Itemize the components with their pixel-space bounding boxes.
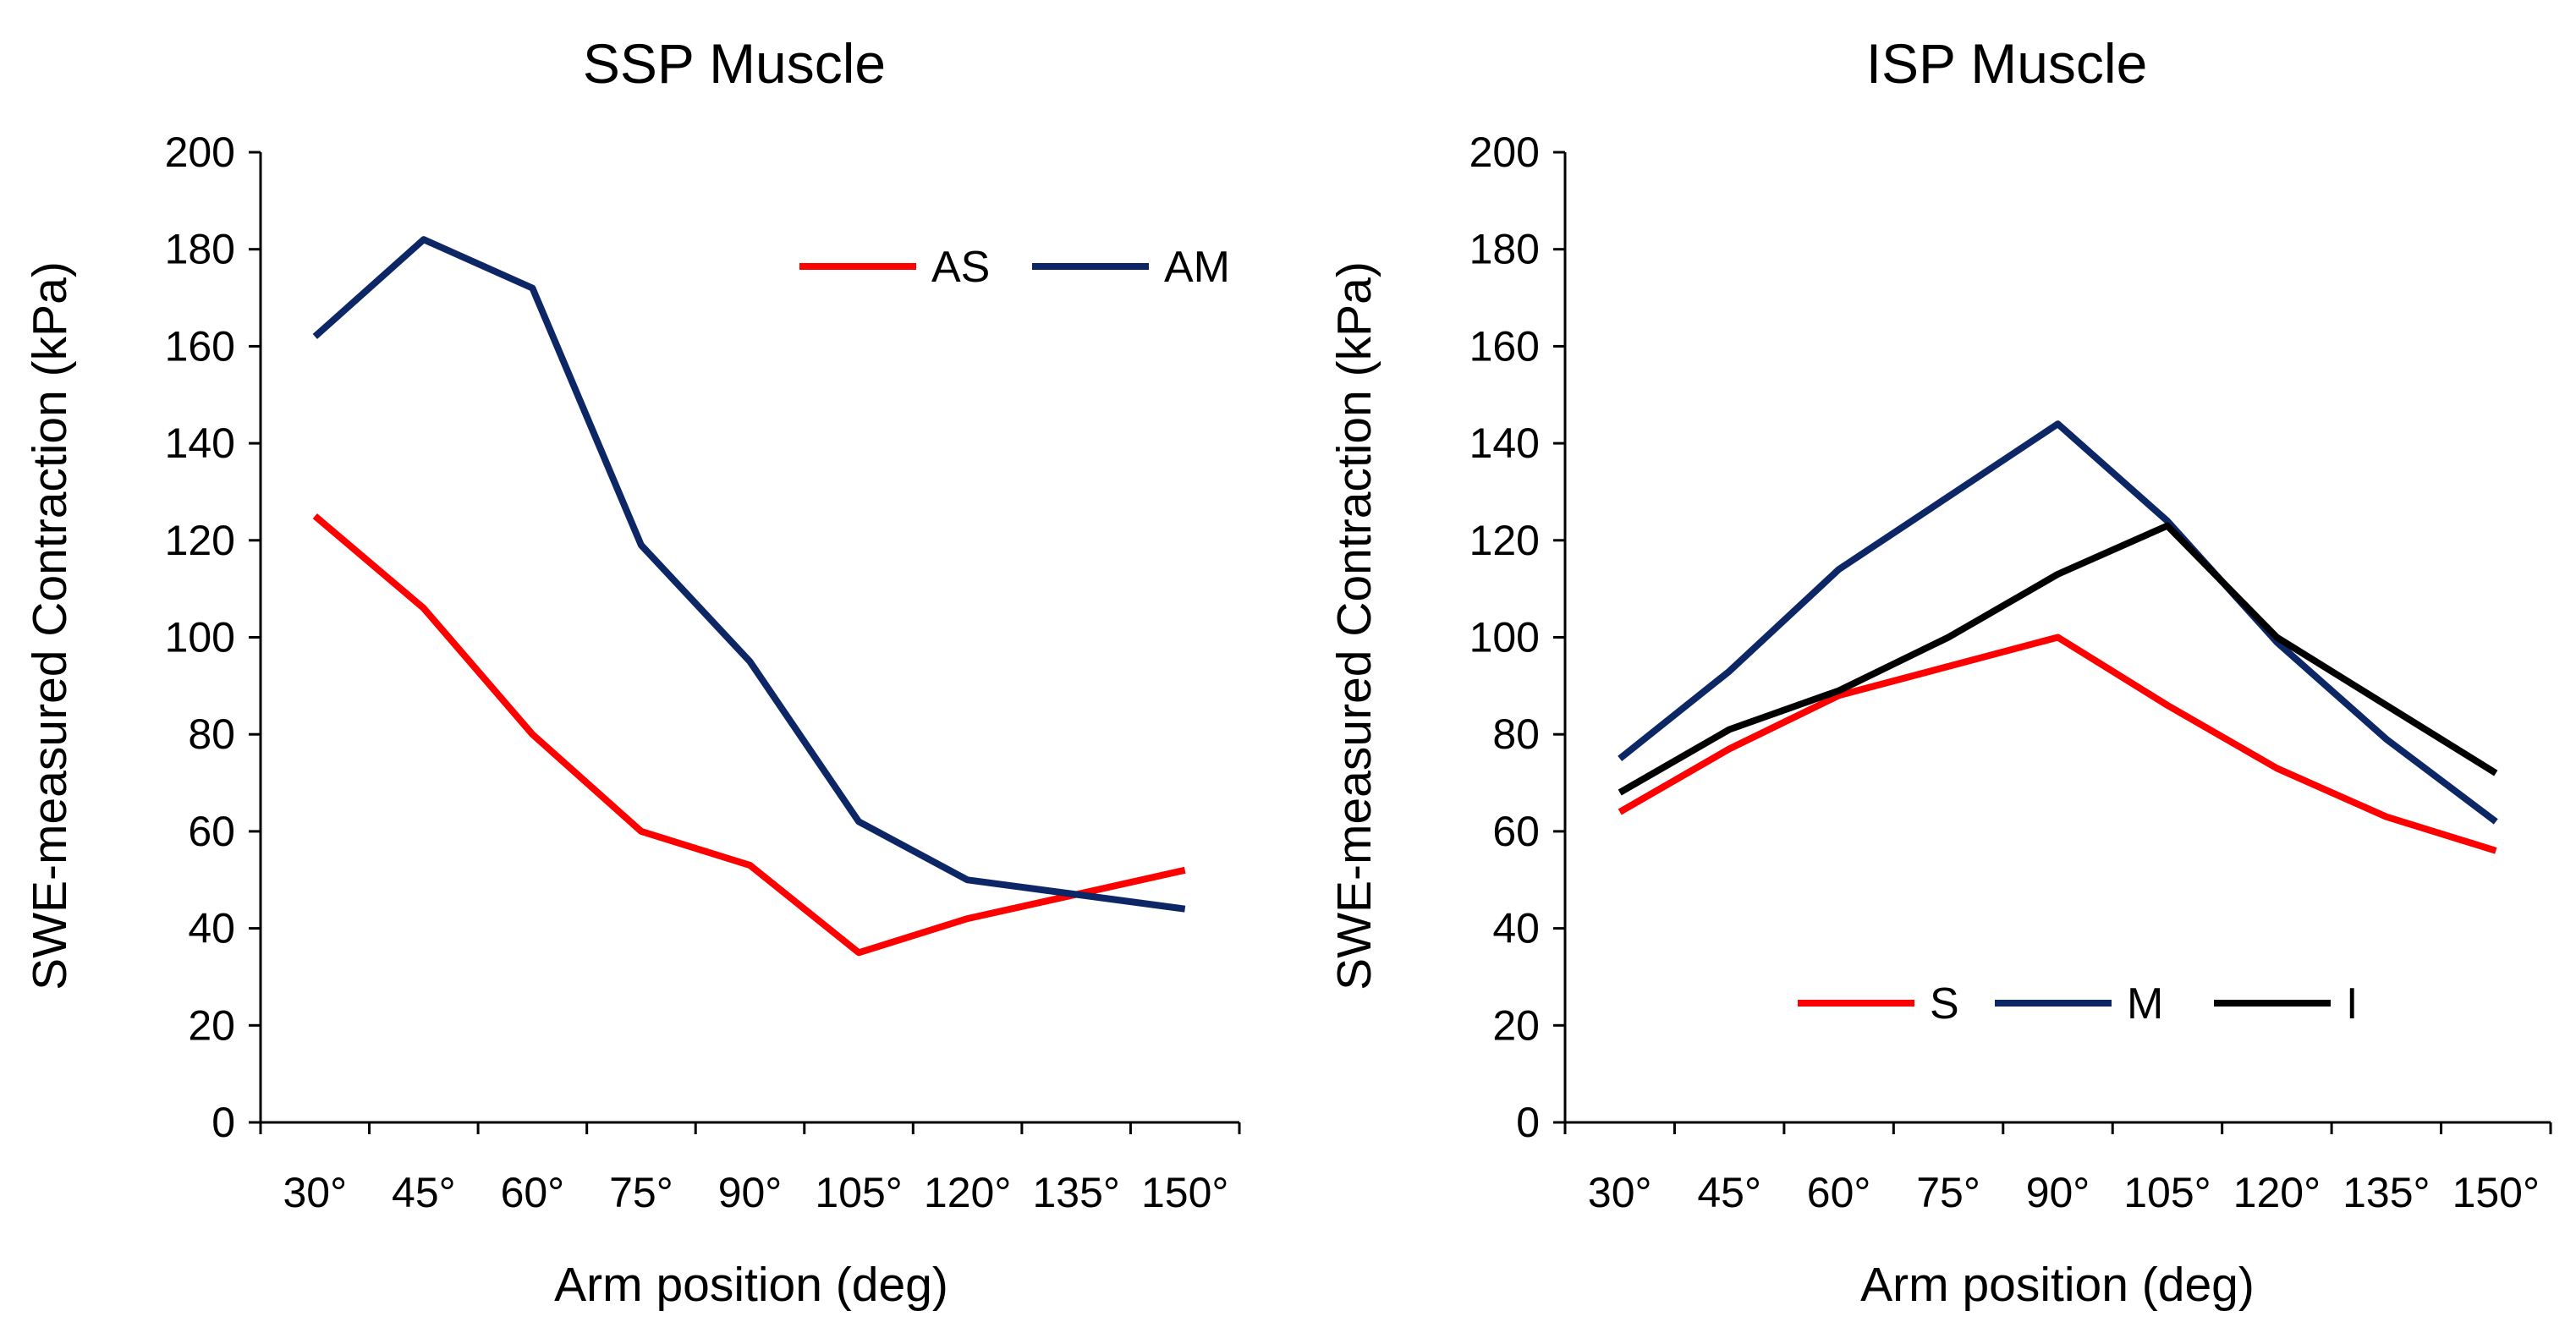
- x-tick-label: 60°: [1807, 1169, 1871, 1216]
- y-tick-label: 60: [1492, 808, 1540, 855]
- series-group: [312, 236, 1186, 957]
- y-tick-label: 100: [1469, 614, 1540, 661]
- isp-chart: ISP Muscle SWE-measured Contraction (kPa…: [1327, 32, 2552, 1312]
- y-tick-label: 0: [211, 1099, 235, 1146]
- x-tick-label: 105°: [815, 1169, 902, 1216]
- legend-label-m: M: [2127, 979, 2163, 1029]
- y-tick-label: 180: [1469, 226, 1540, 273]
- y-tick-label: 200: [165, 129, 235, 176]
- x-tick-label: 45°: [1697, 1169, 1761, 1216]
- y-tick-label: 60: [188, 808, 235, 855]
- x-tick-label: 30°: [283, 1169, 347, 1216]
- chart-title: ISP Muscle: [1866, 32, 2148, 95]
- y-tick-label: 40: [1492, 905, 1540, 952]
- x-tick-label: 150°: [2452, 1169, 2540, 1216]
- axes: [259, 152, 1239, 1124]
- y-tick-label: 160: [1469, 322, 1540, 370]
- series-line-i: [1618, 522, 2498, 796]
- series-line-s: [1618, 634, 2497, 854]
- legend-label-as: AS: [931, 243, 990, 292]
- x-ticks: 30° 45° 60° 75° 90° 105° 120° 135° 150°: [259, 1122, 1241, 1216]
- series-line-m: [1618, 420, 2498, 825]
- x-tick-label: 45°: [392, 1169, 456, 1216]
- x-ticks: 30° 45° 60° 75° 90° 105° 120° 135° 150°: [1563, 1122, 2552, 1216]
- series-group: [1618, 420, 2498, 854]
- y-tick-label: 40: [188, 905, 235, 952]
- x-tick-label: 90°: [2026, 1169, 2090, 1216]
- y-axis-label: SWE-measured Contraction (kPa): [23, 261, 77, 990]
- y-tick-label: 20: [1492, 1001, 1540, 1049]
- x-tick-label: 150°: [1141, 1169, 1228, 1216]
- y-tick-label: 200: [1469, 129, 1540, 176]
- y-tick-label: 100: [165, 614, 235, 661]
- x-axis-label: Arm position (deg): [554, 1258, 948, 1312]
- legend-label-i: I: [2346, 979, 2358, 1029]
- x-tick-label: 30°: [1588, 1169, 1652, 1216]
- x-tick-label: 120°: [924, 1169, 1011, 1216]
- y-tick-label: 20: [188, 1001, 235, 1049]
- axes: [1563, 152, 2551, 1124]
- y-tick-label: 0: [1516, 1099, 1540, 1146]
- y-ticks: 0 20 40 60 80 100 120 140 160 180 200: [1469, 129, 1565, 1146]
- y-tick-label: 120: [1469, 517, 1540, 564]
- y-tick-label: 80: [188, 710, 235, 758]
- y-axis-label: SWE-measured Contraction (kPa): [1327, 261, 1381, 990]
- y-tick-label: 80: [1492, 710, 1540, 758]
- x-tick-label: 120°: [2233, 1169, 2321, 1216]
- y-tick-label: 140: [1469, 420, 1540, 467]
- y-tick-label: 120: [165, 517, 235, 564]
- x-tick-label: 75°: [1916, 1169, 1980, 1216]
- y-tick-label: 160: [165, 322, 235, 370]
- y-tick-label: 180: [165, 226, 235, 273]
- x-tick-label: 90°: [718, 1169, 783, 1216]
- series-line-as: [312, 513, 1186, 957]
- legend-label-s: S: [1930, 979, 1959, 1029]
- x-tick-label: 60°: [501, 1169, 565, 1216]
- x-axis-label: Arm position (deg): [1860, 1258, 2255, 1312]
- ssp-chart: SSP Muscle SWE-measured Contraction (kPa…: [23, 32, 1241, 1312]
- x-tick-label: 135°: [1032, 1169, 1119, 1216]
- y-tick-label: 140: [165, 420, 235, 467]
- x-tick-label: 135°: [2343, 1169, 2430, 1216]
- y-ticks: 0 20 40 60 80 100 120 140 160 180 200: [165, 129, 261, 1146]
- x-tick-label: 105°: [2123, 1169, 2211, 1216]
- legend-label-am: AM: [1164, 243, 1230, 292]
- x-tick-label: 75°: [609, 1169, 673, 1216]
- series-line-am: [312, 236, 1186, 913]
- legend: AS AM: [799, 243, 1230, 292]
- chart-title: SSP Muscle: [583, 32, 886, 95]
